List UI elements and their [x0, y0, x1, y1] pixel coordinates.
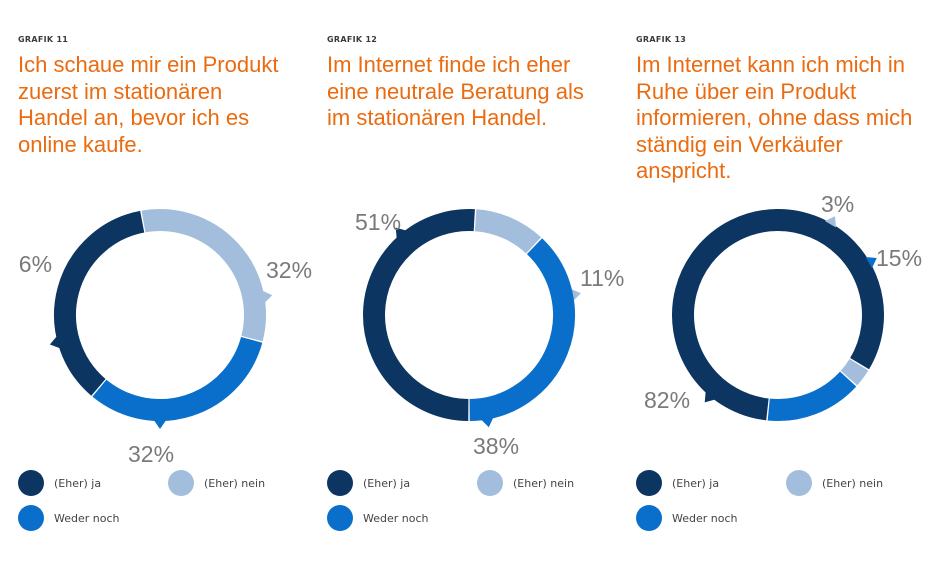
- donut-segment-ja: [672, 209, 884, 421]
- donut-segment-nein: [141, 209, 266, 342]
- donut-segment-ja: [363, 209, 475, 421]
- legend-swatch-weder: [18, 505, 44, 531]
- data-label-weder: 32%: [128, 441, 174, 467]
- donut-chart: 51% 11% 38%: [355, 209, 624, 459]
- segment-pointer-ja: [49, 335, 61, 349]
- chart-title: Ich schaue mir ein Produkt zuerst im sta…: [18, 52, 279, 157]
- segment-pointer-ja: [395, 227, 407, 239]
- legend-item-nein: (Eher) nein: [168, 470, 265, 496]
- legend-item-weder: Weder noch: [18, 505, 120, 531]
- data-label-weder: 15%: [876, 245, 922, 271]
- data-label-ja: 51%: [355, 209, 401, 235]
- legend-item-ja: (Eher) ja: [636, 470, 719, 496]
- segment-pointer-weder: [480, 417, 494, 428]
- donut-segment-nein: [840, 358, 869, 386]
- donut-segment-weder: [469, 238, 575, 421]
- legend-item-weder: Weder noch: [327, 505, 429, 531]
- data-label-nein: 32%: [266, 257, 312, 283]
- legend-label-nein: (Eher) nein: [822, 476, 884, 490]
- legend-label-weder: Weder noch: [672, 511, 738, 525]
- chart-tag: GRAFIK 12: [327, 35, 378, 44]
- legend-swatch-weder: [636, 505, 662, 531]
- legend-item-nein: (Eher) nein: [786, 470, 883, 496]
- legend-swatch-ja: [327, 470, 353, 496]
- segment-pointer-weder: [153, 419, 167, 429]
- legend-swatch-weder: [327, 505, 353, 531]
- legend-item-ja: (Eher) ja: [327, 470, 410, 496]
- data-label-nein: 3%: [821, 191, 854, 217]
- legend-label-ja: (Eher) ja: [363, 476, 411, 490]
- legend-item-nein: (Eher) nein: [477, 470, 574, 496]
- chart-panel-13: GRAFIK 13 Im Internet kann ich mich in R…: [636, 0, 930, 570]
- donut-segment-ja: [54, 210, 145, 396]
- data-label-nein: 11%: [580, 265, 624, 291]
- data-label-weder: 38%: [473, 433, 519, 459]
- legend-label-nein: (Eher) nein: [513, 476, 575, 490]
- chart-panel-12: GRAFIK 12 Im Internet finde ich eher ein…: [327, 0, 627, 570]
- donut-chart: 82% 3% 15%: [644, 191, 922, 421]
- segment-pointer-ja: [704, 391, 716, 403]
- legend-item-weder: Weder noch: [636, 505, 738, 531]
- legend-label-nein: (Eher) nein: [204, 476, 266, 490]
- legend-label-ja: (Eher) ja: [672, 476, 720, 490]
- legend-swatch-nein: [168, 470, 194, 496]
- data-label-ja: 82%: [644, 387, 690, 413]
- data-label-ja: 36%: [18, 251, 52, 277]
- segment-pointer-weder: [865, 257, 877, 269]
- donut-segment-weder: [92, 336, 263, 421]
- legend-label-weder: Weder noch: [363, 511, 429, 525]
- donut-segment-nein: [474, 209, 542, 254]
- legend-label-ja: (Eher) ja: [54, 476, 102, 490]
- donut-chart: 36% 32% 32%: [18, 209, 312, 467]
- chart-panel-11: GRAFIK 11 Ich schaue mir ein Produkt zue…: [18, 0, 318, 570]
- legend-swatch-nein: [477, 470, 503, 496]
- legend-swatch-ja: [18, 470, 44, 496]
- segment-pointer-nein: [824, 216, 836, 228]
- legend-item-ja: (Eher) ja: [18, 470, 101, 496]
- donut-segment-weder: [767, 371, 857, 421]
- chart-tag: GRAFIK 11: [18, 35, 69, 44]
- chart-title: Im Internet finde ich eher eine neutrale…: [327, 52, 584, 130]
- legend-swatch-nein: [786, 470, 812, 496]
- legend-label-weder: Weder noch: [54, 511, 120, 525]
- chart-title: Im Internet kann ich mich in Ruhe über e…: [636, 52, 913, 183]
- legend-swatch-ja: [636, 470, 662, 496]
- chart-tag: GRAFIK 13: [636, 35, 687, 44]
- segment-pointer-nein: [262, 290, 273, 304]
